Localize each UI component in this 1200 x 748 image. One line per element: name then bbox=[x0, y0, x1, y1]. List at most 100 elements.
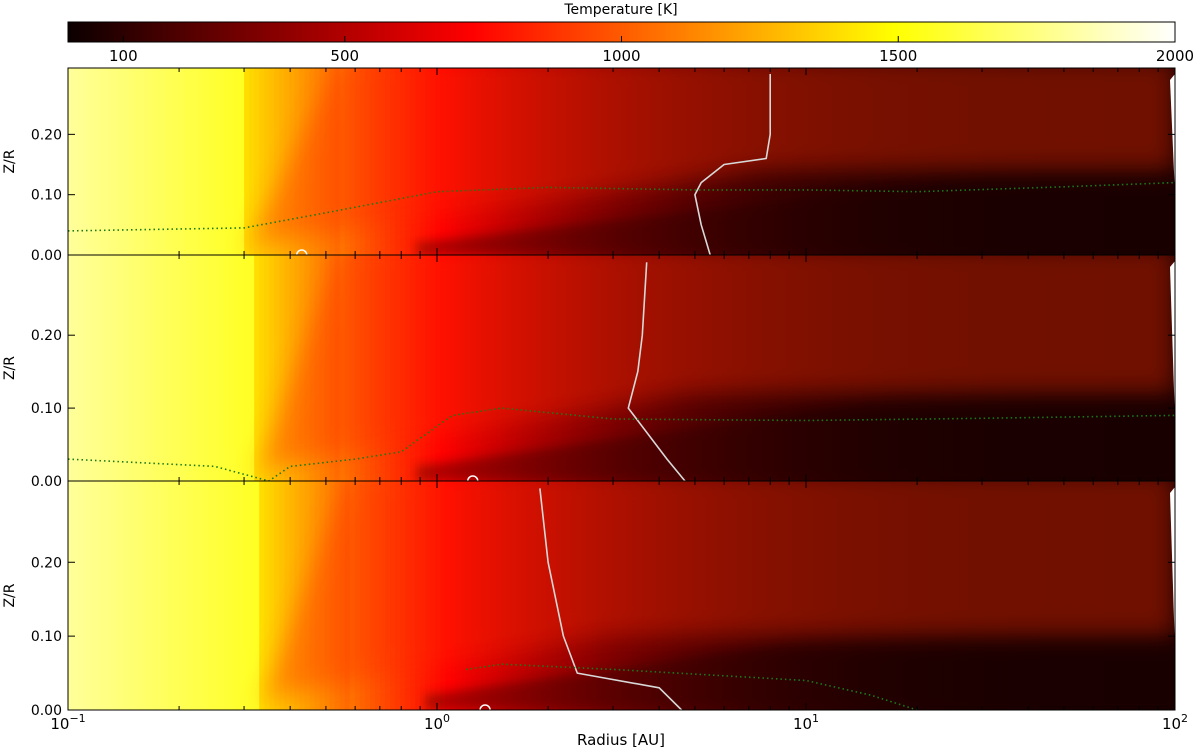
heat-strip bbox=[218, 68, 225, 255]
heat-strip bbox=[123, 481, 130, 710]
heat-strip bbox=[98, 481, 105, 710]
heat-strip bbox=[223, 481, 231, 710]
heat-strip bbox=[234, 481, 241, 710]
contour-line bbox=[539, 488, 683, 710]
edge-wedge bbox=[1170, 487, 1175, 650]
heat-strip bbox=[234, 255, 241, 481]
x-tick-label: 102 bbox=[1162, 712, 1188, 733]
heat-strip bbox=[213, 481, 220, 710]
y-tick-label: 0.10 bbox=[31, 629, 62, 645]
heat-strip bbox=[269, 255, 276, 481]
heat-strip bbox=[93, 68, 100, 255]
heat-strip bbox=[259, 481, 266, 710]
y-axis-title: Z/R bbox=[2, 583, 18, 607]
heat-strip bbox=[138, 255, 145, 481]
heat-strip bbox=[103, 68, 110, 255]
heat-strip bbox=[193, 481, 200, 710]
heat-strip bbox=[183, 255, 190, 481]
heat-strip bbox=[143, 255, 150, 481]
heat-strip bbox=[239, 68, 246, 255]
heat-strip bbox=[173, 481, 180, 710]
heat-strip bbox=[259, 68, 266, 255]
heat-strip bbox=[269, 481, 276, 710]
heat-strip bbox=[244, 68, 251, 255]
heat-strip bbox=[133, 255, 140, 481]
heat-strip bbox=[173, 68, 180, 255]
circle-marker bbox=[479, 704, 491, 710]
heat-strip bbox=[289, 255, 296, 481]
heat-strip bbox=[279, 255, 286, 481]
heat-strip bbox=[173, 255, 180, 481]
y-axis-labels: 0.00 0.10 0.20 Z/R 0.00 0.10 0.20 Z/R 0.00 0.10 0.… bbox=[2, 127, 62, 719]
heat-strip bbox=[218, 255, 225, 481]
circle-marker bbox=[467, 475, 479, 481]
heat-strip bbox=[208, 255, 215, 481]
heat-strip bbox=[153, 255, 160, 481]
colorbar-tick-label: 1500 bbox=[879, 47, 917, 65]
heat-strip bbox=[203, 68, 210, 255]
heat-strip bbox=[259, 255, 266, 481]
heat-strip bbox=[138, 68, 145, 255]
heat-strip bbox=[133, 481, 140, 710]
contour-line bbox=[694, 74, 771, 255]
heat-strip bbox=[103, 481, 110, 710]
heat-strip bbox=[274, 255, 281, 481]
heat-strip bbox=[68, 68, 75, 255]
cold-midplane bbox=[416, 402, 1175, 481]
heat-strip bbox=[153, 481, 160, 710]
edge-wedge bbox=[1170, 261, 1175, 421]
heat-strip bbox=[123, 255, 130, 481]
contour-line bbox=[627, 262, 686, 481]
heat-strip bbox=[274, 481, 281, 710]
heat-strip bbox=[113, 255, 120, 481]
heat-strip bbox=[98, 255, 105, 481]
x-tick-label: 100 bbox=[424, 712, 450, 733]
heat-strip bbox=[168, 255, 175, 481]
y-tick-label: 0.00 bbox=[31, 474, 62, 490]
heat-strip bbox=[128, 481, 135, 710]
y-tick-label: 0.20 bbox=[31, 127, 62, 143]
heat-strip bbox=[264, 68, 271, 255]
heat-strip bbox=[158, 481, 165, 710]
x-tick-label: 10−1 bbox=[50, 712, 85, 733]
heat-strip bbox=[93, 255, 100, 481]
heat-strip bbox=[188, 255, 195, 481]
heat-strip bbox=[163, 481, 170, 710]
heat-strip bbox=[123, 68, 130, 255]
heat-strip bbox=[279, 481, 286, 710]
heat-strip bbox=[229, 255, 236, 481]
heat-strip bbox=[148, 481, 155, 710]
y-tick-label: 0.20 bbox=[31, 555, 62, 571]
y-tick-label: 0.20 bbox=[31, 328, 62, 344]
heat-strip bbox=[118, 255, 125, 481]
heat-strip bbox=[249, 255, 256, 481]
heat-strip bbox=[208, 481, 215, 710]
cold-midplane bbox=[425, 643, 1175, 710]
heat-strip bbox=[118, 68, 125, 255]
heat-strip bbox=[289, 481, 296, 710]
heat-strip bbox=[188, 68, 195, 255]
heat-strip bbox=[284, 255, 291, 481]
heat-strip bbox=[183, 481, 190, 710]
heatmap-panel-top bbox=[68, 68, 1175, 255]
heat-strip bbox=[299, 481, 306, 710]
circle-marker bbox=[296, 249, 308, 255]
hot-surface-layer bbox=[259, 481, 1175, 710]
colorbar-tick-label: 2000 bbox=[1156, 47, 1194, 65]
x-tick-label: 101 bbox=[793, 712, 819, 733]
heatmap-panel-bottom bbox=[68, 481, 1175, 710]
heat-strip bbox=[83, 68, 90, 255]
heat-strip bbox=[284, 68, 291, 255]
heat-strip bbox=[108, 255, 115, 481]
heat-strip bbox=[78, 481, 85, 710]
heat-strip bbox=[208, 68, 215, 255]
heat-strip bbox=[223, 255, 231, 481]
heat-strip bbox=[254, 481, 261, 710]
heat-strip bbox=[98, 68, 105, 255]
heat-strip bbox=[198, 68, 205, 255]
heat-strip bbox=[168, 481, 175, 710]
heat-strip bbox=[78, 255, 85, 481]
y-axis-title: Z/R bbox=[2, 149, 18, 173]
heat-strip bbox=[143, 68, 150, 255]
